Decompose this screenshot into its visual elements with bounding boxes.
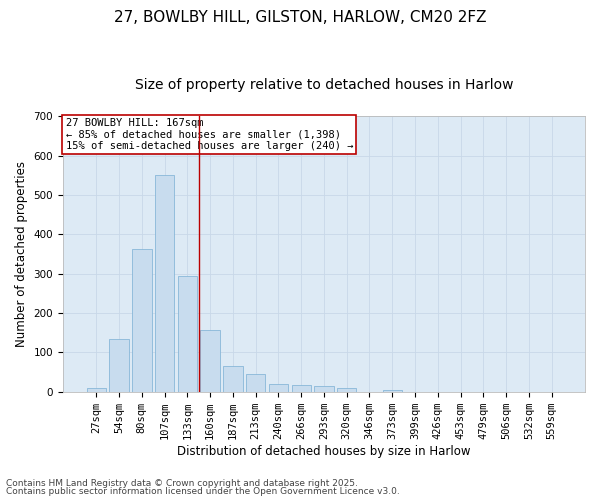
Title: Size of property relative to detached houses in Harlow: Size of property relative to detached ho…: [135, 78, 513, 92]
Bar: [246, 374, 265, 392]
Bar: [269, 384, 288, 392]
Text: 27, BOWLBY HILL, GILSTON, HARLOW, CM20 2FZ: 27, BOWLBY HILL, GILSTON, HARLOW, CM20 2…: [114, 10, 486, 25]
X-axis label: Distribution of detached houses by size in Harlow: Distribution of detached houses by size …: [177, 444, 471, 458]
Bar: [292, 384, 311, 392]
Bar: [337, 388, 356, 392]
Text: 27 BOWLBY HILL: 167sqm
← 85% of detached houses are smaller (1,398)
15% of semi-: 27 BOWLBY HILL: 167sqm ← 85% of detached…: [65, 118, 353, 151]
Bar: [109, 338, 129, 392]
Bar: [155, 176, 174, 392]
Bar: [178, 276, 197, 392]
Bar: [86, 388, 106, 392]
Y-axis label: Number of detached properties: Number of detached properties: [15, 161, 28, 347]
Text: Contains HM Land Registry data © Crown copyright and database right 2025.: Contains HM Land Registry data © Crown c…: [6, 478, 358, 488]
Bar: [314, 386, 334, 392]
Bar: [200, 330, 220, 392]
Bar: [132, 249, 152, 392]
Bar: [383, 390, 402, 392]
Text: Contains public sector information licensed under the Open Government Licence v3: Contains public sector information licen…: [6, 487, 400, 496]
Bar: [223, 366, 242, 392]
